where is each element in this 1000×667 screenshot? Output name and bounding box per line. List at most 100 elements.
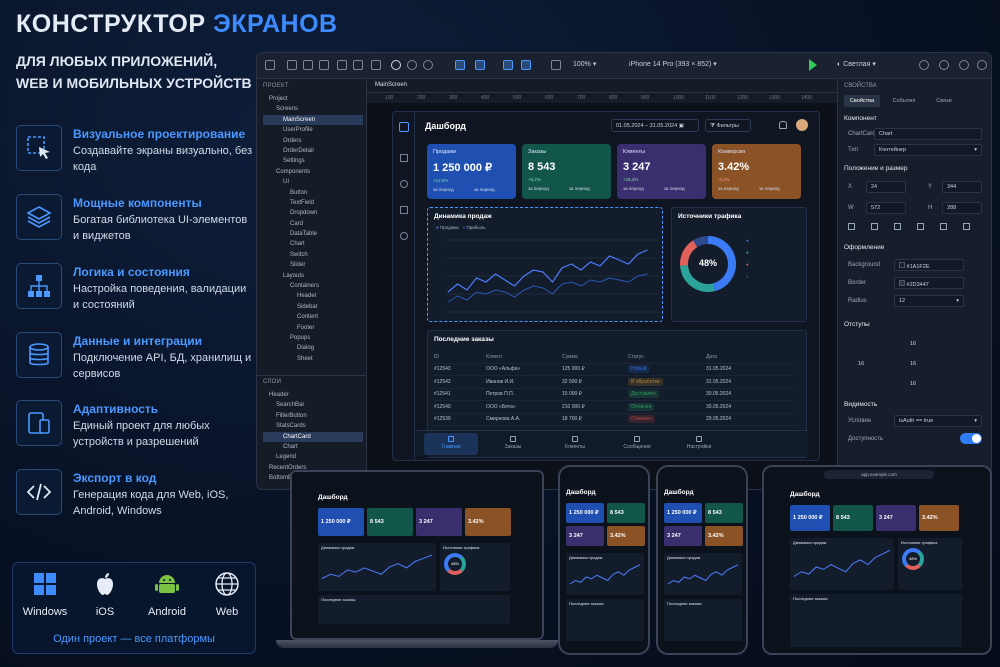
save-icon[interactable] <box>319 60 329 70</box>
tree-item[interactable]: Slider <box>290 262 306 269</box>
layer-item[interactable]: BottomBar <box>269 475 298 482</box>
tree-item[interactable]: Chart <box>290 241 305 248</box>
history-icon[interactable] <box>423 60 433 70</box>
tablet-url-bar[interactable]: app.example.com <box>824 470 934 479</box>
stat-card[interactable]: Клиенты 3 247 +15,3% за период за период <box>617 144 706 199</box>
bottom-nav-item[interactable]: Сообщения <box>610 433 664 455</box>
tree-item[interactable]: Button <box>290 189 308 196</box>
radius-input[interactable]: 12 ▾ <box>894 295 964 307</box>
folder-icon[interactable] <box>303 60 313 70</box>
tree-item[interactable]: Dialog <box>297 345 315 352</box>
user-icon[interactable] <box>400 180 408 188</box>
distribute-tool-icon[interactable] <box>521 60 531 70</box>
date-range-picker[interactable]: 01.05.2024 – 31.05.2024 ▣ <box>611 119 699 132</box>
layer-item[interactable]: Header <box>269 392 289 398</box>
settings-icon[interactable] <box>939 60 949 70</box>
tree-item[interactable]: UserProfile <box>283 127 313 134</box>
sales-chart-card[interactable]: Динамика продаж ● Продажи ● Прибыль <box>427 207 663 322</box>
tree-item[interactable]: TextField <box>290 199 315 206</box>
condition-input[interactable]: isAuth == true ▾ <box>894 415 982 427</box>
project-tree[interactable]: Project Screens MainScreen UserProfile Order… <box>263 94 363 364</box>
x-input[interactable]: 24 <box>866 181 906 193</box>
padding-left-value[interactable]: 16 <box>858 361 865 367</box>
tree-item[interactable]: Components <box>276 168 311 175</box>
tree-item[interactable]: Footer <box>297 324 315 331</box>
tab-events[interactable]: События <box>892 98 916 104</box>
tree-item[interactable]: MainScreen <box>263 114 363 126</box>
layer-item[interactable]: Chart <box>283 443 298 450</box>
padding-top-value[interactable]: 16 <box>910 341 917 347</box>
align-bottom-icon[interactable] <box>963 223 970 230</box>
layer-item[interactable]: Legend <box>276 454 297 461</box>
table-row[interactable]: #12540 ООО «Бета» 210 000 ₽ Оплачен 30.05.20… <box>434 401 796 414</box>
background-input[interactable]: #1A1F2E <box>894 259 964 271</box>
tree-item[interactable]: Project <box>269 96 288 102</box>
logo-icon[interactable] <box>399 122 409 132</box>
component-select[interactable]: Chart <box>874 128 982 140</box>
export-icon[interactable] <box>337 60 347 70</box>
canvas-tab[interactable]: MainScreen <box>375 82 408 88</box>
align-left-icon[interactable] <box>848 223 855 230</box>
device-select[interactable]: iPhone 14 Pro (393 × 852) ▾ <box>629 61 717 68</box>
align-top-icon[interactable] <box>917 223 924 230</box>
tree-item[interactable]: DataTable <box>290 231 318 238</box>
filter-button[interactable]: ⧩ Фильтры <box>705 119 751 132</box>
bottom-nav-item[interactable]: Настройки <box>672 433 726 455</box>
layer-item[interactable]: StatsCards <box>276 423 306 430</box>
table-row[interactable]: #12541 Петров П.П. 15 000 ₽ Доставлен 30.05.… <box>434 389 796 401</box>
table-row[interactable]: #12543 ООО «Альфа» 125 000 ₽ Новый 31.05.202… <box>434 364 796 376</box>
box-icon[interactable] <box>400 206 408 214</box>
align-middle-icon[interactable] <box>940 223 947 230</box>
tree-item[interactable]: OrderDetail <box>283 147 314 154</box>
stat-card[interactable]: Заказы 8 543 +8,2% за период за период <box>522 144 611 199</box>
tree-item[interactable]: Containers <box>290 283 320 290</box>
frame-tool-icon[interactable] <box>475 60 485 70</box>
border-input[interactable]: #2D3447 <box>894 277 964 289</box>
tree-item[interactable]: Card <box>290 220 304 227</box>
align-right-icon[interactable] <box>894 223 901 230</box>
availability-toggle[interactable] <box>960 433 982 444</box>
import-icon[interactable] <box>353 60 363 70</box>
tree-item[interactable]: UI <box>283 179 289 186</box>
table-row[interactable]: #12542 Иванов И.И. 32 500 ₽ В обработке 31.0… <box>434 376 796 389</box>
redo-icon[interactable] <box>407 60 417 70</box>
bottom-nav-item[interactable]: Заказы <box>486 433 540 455</box>
help-icon[interactable] <box>977 60 987 70</box>
menu-icon[interactable] <box>265 60 275 70</box>
zoom-select[interactable]: 100% ▾ <box>573 61 597 68</box>
bottom-nav-item[interactable]: Главная <box>424 433 478 455</box>
tree-item[interactable]: Popups <box>290 334 311 341</box>
tree-item[interactable]: Layouts <box>283 272 305 279</box>
bell-icon[interactable] <box>779 121 787 129</box>
table-row[interactable]: #12539 Смирнова А.А. 18 700 ₽ Отменен 29.05.… <box>434 414 796 426</box>
tree-item[interactable]: Sidebar <box>297 303 318 310</box>
y-input[interactable]: 344 <box>942 181 982 193</box>
layer-item[interactable]: FilterButton <box>276 412 307 419</box>
layer-item[interactable]: SearchBar <box>276 402 305 409</box>
tab-links[interactable]: Связи <box>936 98 952 104</box>
tree-item[interactable]: Switch <box>290 251 308 258</box>
layer-item[interactable]: ChartCard <box>263 431 363 442</box>
type-select[interactable]: Контейнер ▾ <box>874 144 982 156</box>
users-icon[interactable] <box>959 60 969 70</box>
layer-item[interactable]: RecentOrders <box>269 464 307 471</box>
avatar[interactable] <box>796 119 808 131</box>
layers-tree[interactable]: Header SearchBar FilterButton StatsCards Cha… <box>263 390 363 484</box>
tree-item[interactable]: Screens <box>276 106 299 113</box>
select-tool-icon[interactable] <box>455 60 465 70</box>
home-icon[interactable] <box>400 154 408 162</box>
plugin-icon[interactable] <box>919 60 929 70</box>
grid-icon[interactable] <box>371 60 381 70</box>
align-center-icon[interactable] <box>871 223 878 230</box>
w-input[interactable]: 572 <box>866 202 906 214</box>
undo-icon[interactable] <box>391 60 401 70</box>
tree-item[interactable]: Orders <box>283 137 302 144</box>
padding-bottom-value[interactable]: 16 <box>910 381 917 387</box>
new-file-icon[interactable] <box>287 60 297 70</box>
h-input[interactable]: 288 <box>942 202 982 214</box>
tab-properties[interactable]: Свойства <box>844 95 880 107</box>
bottom-nav-item[interactable]: Клиенты <box>548 433 602 455</box>
tree-item[interactable]: Content <box>297 314 319 321</box>
tree-item[interactable]: Header <box>297 293 317 300</box>
padding-right-value[interactable]: 16 <box>910 361 917 367</box>
